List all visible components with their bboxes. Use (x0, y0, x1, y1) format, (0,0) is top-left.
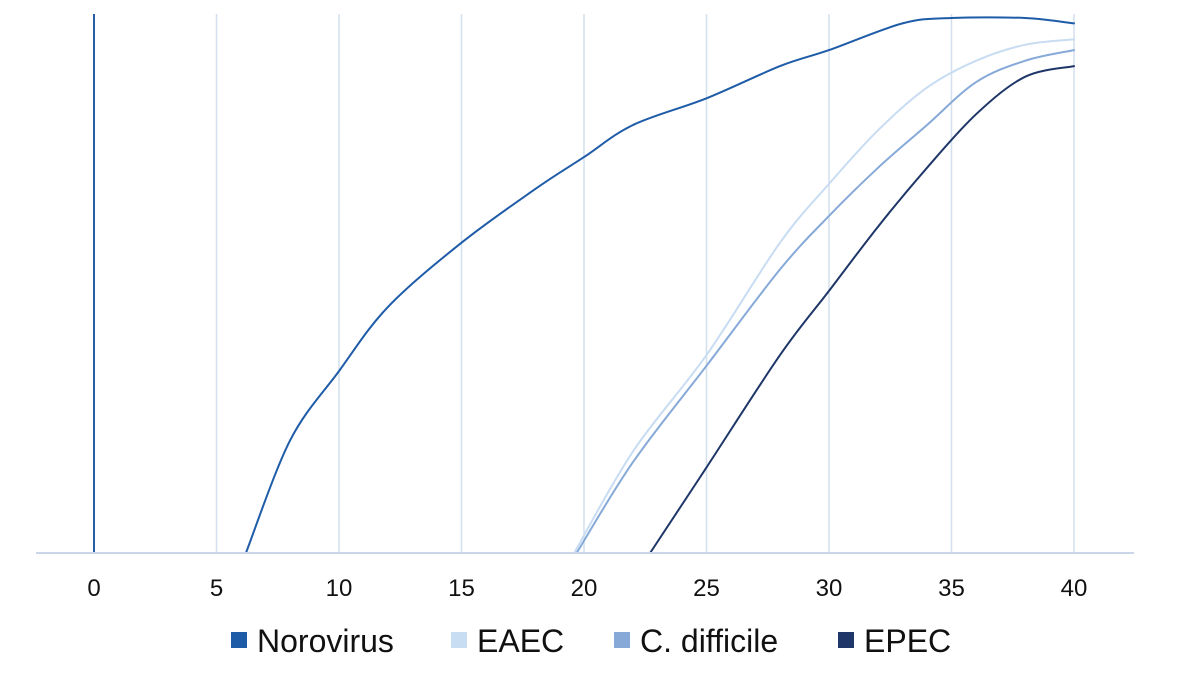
x-tick-label-0: 0 (87, 575, 100, 602)
legend-label-eaec: EAEC (477, 623, 564, 659)
x-tick-label-10: 10 (326, 575, 353, 602)
series-group (244, 16, 1075, 554)
x-tick-label-15: 15 (448, 575, 475, 602)
grid (93, 14, 1075, 553)
x-tick-label-25: 25 (693, 575, 720, 602)
legend-item-c-difficile: C. difficile (614, 623, 778, 659)
legend-item-epec: EPEC (838, 623, 951, 659)
x-tick-label-30: 30 (816, 575, 843, 602)
legend-item-norovirus: Norovirus (231, 623, 394, 659)
series-line-norovirus (244, 16, 1075, 554)
legend-swatch-c-difficile (614, 632, 630, 648)
legend-label-epec: EPEC (864, 623, 951, 659)
legend-item-eaec: EAEC (451, 623, 564, 659)
x-tick-labels: 0 5 10 15 20 25 30 35 40 (87, 575, 1087, 602)
legend-label-c-difficile: C. difficile (640, 623, 778, 659)
legend-swatch-norovirus (231, 632, 247, 648)
legend-swatch-epec (838, 632, 854, 648)
series-line-eaec (573, 38, 1075, 554)
x-tick-label-35: 35 (938, 575, 965, 602)
legend-label-norovirus: Norovirus (257, 623, 394, 659)
legend: Norovirus EAEC C. difficile EPEC (231, 623, 951, 659)
series-line-c-difficile (575, 49, 1075, 554)
x-tick-label-40: 40 (1061, 575, 1088, 602)
x-tick-label-20: 20 (571, 575, 598, 602)
x-tick-label-5: 5 (210, 575, 223, 602)
legend-swatch-eaec (451, 632, 467, 648)
series-line-epec (649, 65, 1075, 554)
